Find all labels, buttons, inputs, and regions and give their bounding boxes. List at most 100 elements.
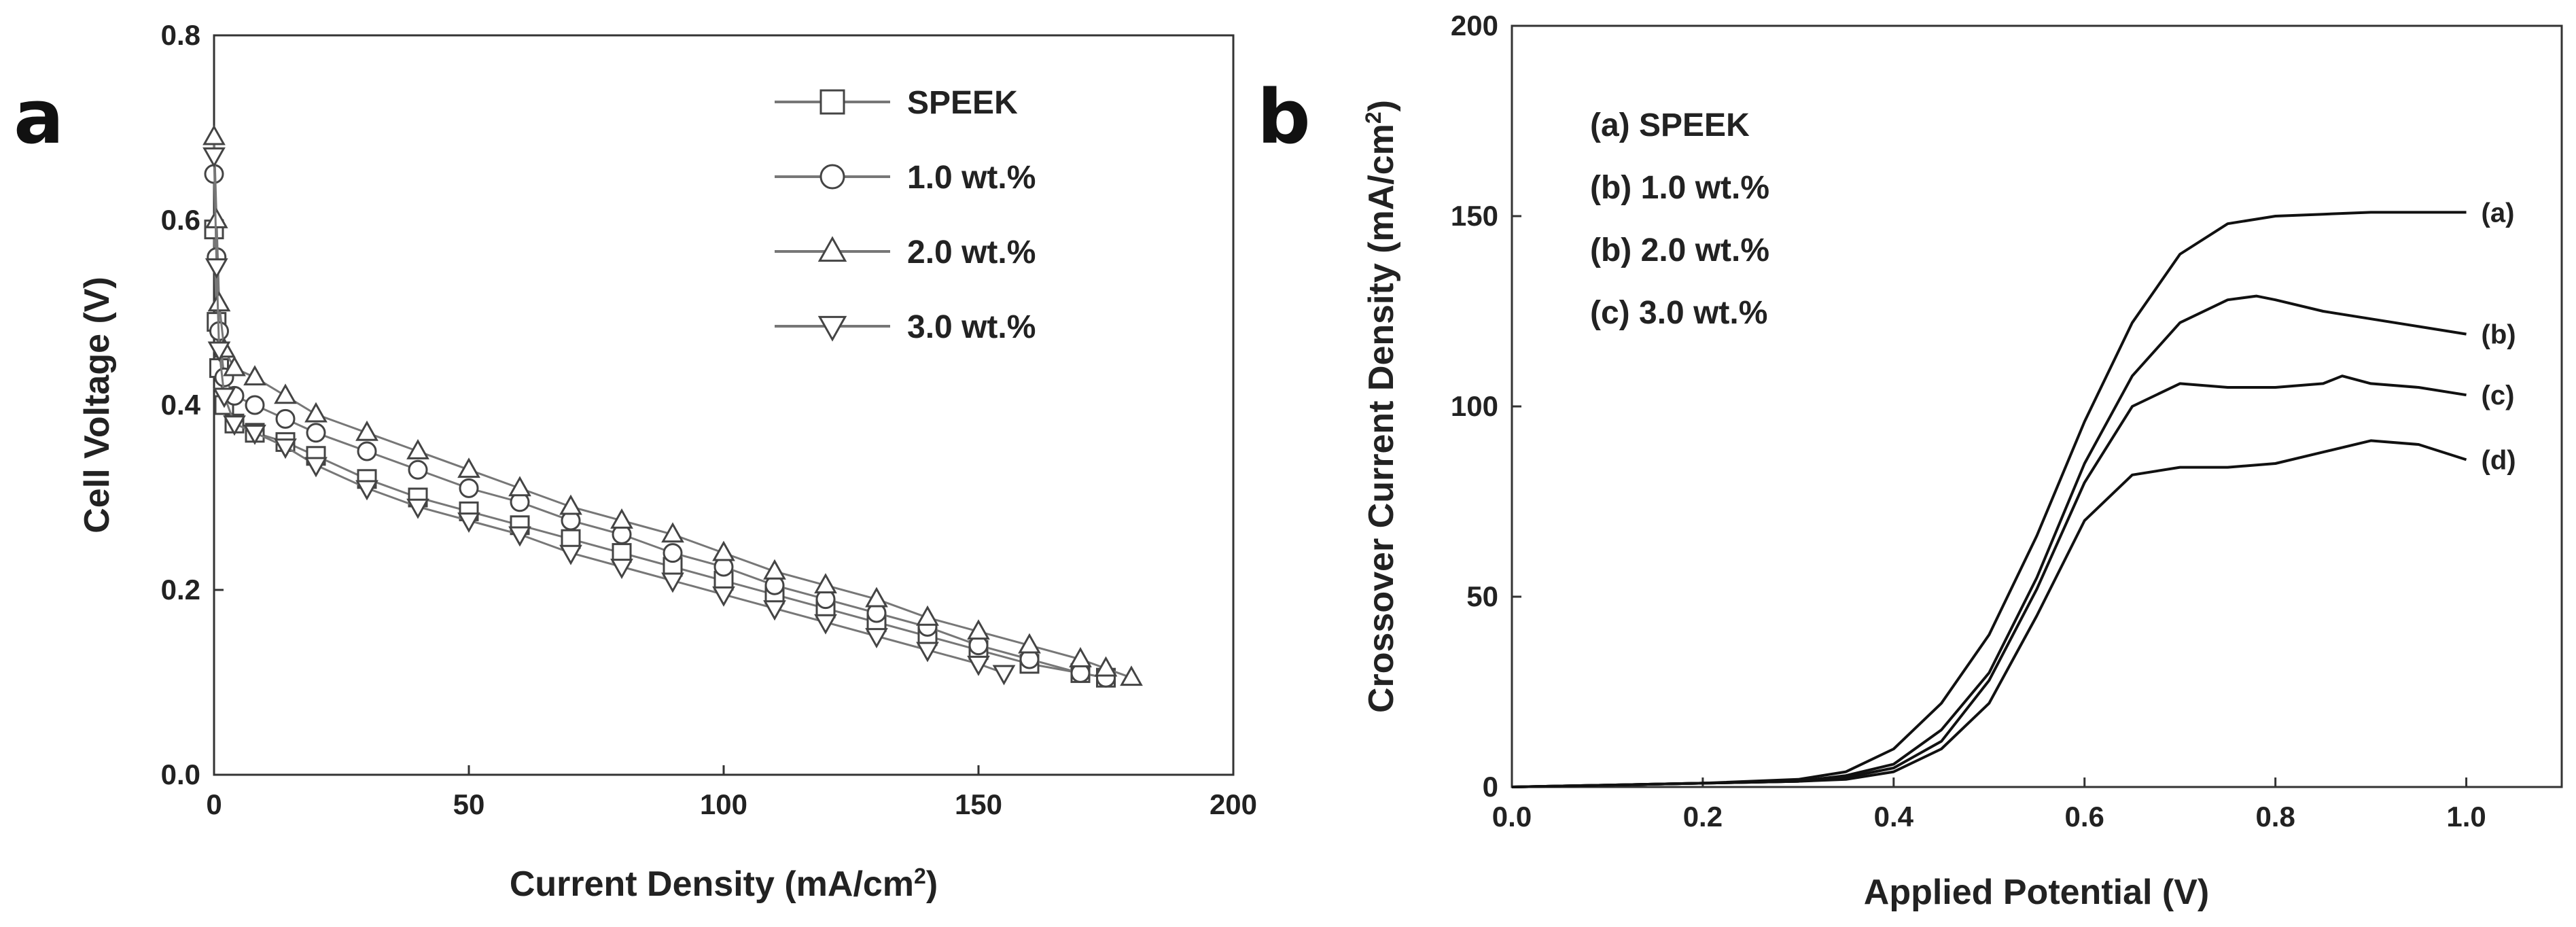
panel-a-axis-ticks: 0 50 100 150 200 0.0 0.2 0.4 0.6 0.8 [161,19,1257,820]
panel-a-data-point [355,420,378,441]
a-ytick-label: 0.4 [161,389,201,421]
panel-a-data-point [274,383,297,404]
a-xtick-label: 200 [1210,788,1257,820]
panel-a-data-point [610,559,633,580]
panel-a-data-point [559,494,582,515]
panel-a-ylabel: Cell Voltage (V) [77,277,117,534]
panel-b-curve-label: (d) [2482,445,2516,475]
panel-a-data-point [865,587,888,608]
panel-a-data-point [508,526,531,547]
panel-a-series-line [213,229,1106,679]
b-xtick-label: 0.4 [1874,801,1914,833]
panel-a-series [202,124,1143,688]
panel-b-curve-label: (b) [2482,320,2516,350]
panel-a-data-point [202,147,226,168]
panel-a-data-point [916,642,939,663]
panel-b-axis-ticks: 0.0 0.2 0.4 0.6 0.8 1.0 0 50 100 150 200 [1451,10,2486,833]
panel-a-data-point [1018,633,1041,654]
panel-a-data-point [459,478,479,498]
panel-b-curve-label: (a) [2482,198,2515,228]
panel-a-data-point [967,619,990,640]
panel-a-xlabel: Current Density (mA/cm2) [510,864,938,904]
panel-a-data-point [967,655,990,676]
panel-a-data-point [304,457,328,478]
a-ytick-label: 0.2 [161,574,200,606]
b-ytick-label: 200 [1451,10,1498,41]
panel-a-data-point [508,476,531,497]
panel-a-data-point [275,408,296,429]
panel-b-series-line-3 [1511,439,2467,788]
panel-a-data-point [406,438,429,459]
panel-a-legend-marker [819,164,845,190]
panel-a-data-point [304,402,328,423]
panel-a-data-point [763,559,786,580]
panel-a-data-point [661,572,684,593]
panel-a-label: a [14,73,64,160]
panel-b-xlabel: Applied Potential (V) [1864,873,2209,912]
b-xtick-label: 0.0 [1492,801,1532,833]
a-xtick-label: 50 [453,788,485,820]
a-ytick-label: 0.0 [161,758,200,790]
panel-b-label: b [1257,73,1311,160]
panel-a-data-point [457,457,480,478]
panel-a-data-point [205,258,228,279]
panel-b-curve-label: (c) [2482,381,2515,410]
panel-a-series-3 [202,147,1016,686]
panel-a-data-point [245,395,265,415]
panel-a-data-point [1094,656,1118,677]
b-ytick-label: 150 [1451,200,1498,232]
panel-a-data-point [207,341,231,362]
panel-a-legend-label: 1.0 wt.% [907,160,1036,196]
panel-a-data-point [814,573,837,594]
b-ytick-label: 100 [1451,390,1498,422]
panel-a-data-point [992,665,1016,686]
b-ytick-label: 50 [1466,580,1498,612]
b-xtick-label: 0.2 [1683,801,1723,833]
panel-a-data-point [712,540,735,561]
panel-a-data-point [763,600,786,621]
panel-b-legend-label: (b) 1.0 wt.% [1590,170,1769,206]
b-ytick-label: 0 [1483,771,1498,803]
panel-a-data-point [306,423,326,443]
panel-a-data-point [274,438,297,459]
panel-a-data-point [213,387,236,408]
panel-a-data-point [712,586,735,607]
panel-b-legend: (a) SPEEK (b) 1.0 wt.% (b) 2.0 wt.% (c) 3.0… [1590,107,1769,331]
panel-a-data-point [223,415,246,436]
panel-b-legend-label: (b) 2.0 wt.% [1590,232,1769,268]
panel-a-data-point [243,365,266,386]
panel-b-series-line-1 [1511,294,2467,788]
panel-a-legend-marker [817,315,847,342]
panel-a-data-point [661,522,684,543]
panel-a-legend-label: 2.0 wt.% [907,234,1036,270]
panel-a-data-point [408,459,428,480]
a-xtick-label: 100 [700,788,747,820]
panel-a-legend-label: SPEEK [907,85,1018,121]
b-xtick-label: 0.8 [2255,801,2295,833]
panel-a-data-point [610,508,633,529]
panel-a-series-line [213,137,1132,679]
panel-b-series: (a) (b) (c) (d) [1511,198,2516,788]
panel-a-series-line [213,155,1005,674]
a-ytick-label: 0.6 [161,204,200,236]
a-xtick-label: 150 [955,788,1002,820]
panel-b-legend-label: (a) SPEEK [1590,107,1750,143]
panel-a-data-point [207,291,231,312]
panel-a-data-point [243,424,266,445]
panel-a-data-point [223,355,246,377]
panel-a-data-point [814,614,837,635]
panel-a-data-point [559,544,582,565]
panel-a-legend-marker [817,236,847,262]
panel-a-data-point [916,605,939,626]
panel-a-data-point [663,543,683,563]
panel-a-series-0 [204,220,1116,688]
panel-a-data-point [1069,646,1092,667]
panel-a-data-point [406,498,429,519]
panel-b-series-line-2 [1511,374,2467,788]
b-xtick-label: 1.0 [2446,801,2486,833]
panel-b-series-line-0 [1511,211,2467,788]
panel-b-legend-label: (c) 3.0 wt.% [1590,295,1767,331]
panel-a-legend-marker [819,89,845,115]
panel-a-data-point [357,441,377,461]
